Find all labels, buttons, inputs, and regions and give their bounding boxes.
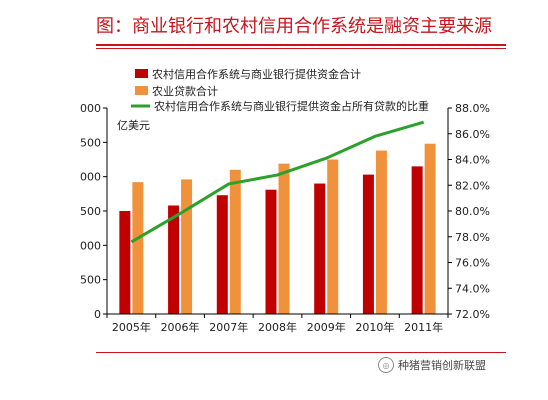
x-tick-label: 2009年: [307, 320, 346, 334]
legend-label-ratio: 农村信用合作系统与商业银行提供资金占所有贷款的比重: [154, 99, 429, 113]
bar-agri: [327, 159, 339, 314]
title-divider: [96, 44, 506, 46]
watermark-text: 种猪营销创新联盟: [398, 359, 486, 372]
bar-credit: [411, 166, 423, 314]
y2-tick-label: 86.0%: [455, 128, 490, 141]
y-tick-label: 500: [80, 274, 101, 287]
bar-agri: [278, 163, 290, 314]
chart-title: 图：商业银行和农村信用合作系统是融资主要来源: [96, 16, 492, 37]
bottom-divider: [96, 352, 506, 353]
legend-label-agri: 农业贷款合计: [152, 84, 218, 98]
y2-tick-label: 84.0%: [455, 154, 490, 167]
y-axis-right: 72.0% 74.0% 76.0% 78.0% 80.0% 82.0% 84.0% 86.0%…: [447, 102, 490, 321]
bar-credit: [119, 211, 131, 314]
y-tick-label: 500: [80, 205, 101, 218]
title-divider-thin: [96, 48, 506, 49]
x-tick-label: 2007年: [209, 320, 248, 334]
bar-credit: [216, 195, 228, 314]
y2-tick-label: 72.0%: [455, 308, 490, 321]
bar-credit: [314, 183, 326, 314]
legend-swatch-credit: [135, 69, 148, 78]
bar-agri: [375, 150, 387, 314]
x-tick-label: 2008年: [258, 320, 297, 334]
wechat-logo-icon: ◎: [378, 357, 394, 373]
bar-credit: [265, 189, 277, 314]
x-tick-label: 2005年: [112, 320, 151, 334]
bar-agri: [229, 169, 241, 314]
y2-tick-label: 82.0%: [455, 179, 490, 192]
chart-legend: 农村信用合作系统与商业银行提供资金合计 农业贷款合计 农村信用合作系统与商业银行…: [131, 67, 429, 113]
bar-agri: [181, 179, 193, 314]
bar-credit: [362, 174, 374, 314]
y-tick-label: 500: [80, 136, 101, 149]
y-tick-label: 000: [80, 171, 101, 184]
bar-credit: [168, 205, 180, 314]
bar-agri: [424, 143, 436, 314]
y2-tick-label: 80.0%: [455, 205, 490, 218]
y-tick-label: 0: [94, 308, 101, 321]
y-tick-label: 000: [80, 102, 101, 115]
y-axis-left: 0 500 000 500 000 500 000: [80, 102, 108, 321]
x-axis: 2005年 2006年 2007年 2008年 2009年 2010年 2011年: [106, 313, 449, 334]
legend-label-credit: 农村信用合作系统与商业银行提供资金合计: [152, 67, 361, 81]
line-layer: [130, 120, 425, 244]
bars-layer: [119, 143, 436, 314]
watermark: ◎ 种猪营销创新联盟: [378, 356, 486, 374]
y2-tick-label: 74.0%: [455, 282, 490, 295]
legend-swatch-agri: [135, 86, 148, 95]
y2-tick-label: 78.0%: [455, 231, 490, 244]
x-tick-label: 2010年: [355, 320, 394, 334]
y-tick-label: 000: [80, 239, 101, 252]
x-tick-label: 2011年: [404, 320, 443, 334]
y2-tick-label: 76.0%: [455, 257, 490, 270]
y-axis-unit-label: 亿美元: [117, 119, 150, 132]
x-tick-label: 2006年: [161, 320, 200, 334]
bar-agri: [132, 182, 144, 314]
y2-tick-label: 88.0%: [455, 102, 490, 115]
